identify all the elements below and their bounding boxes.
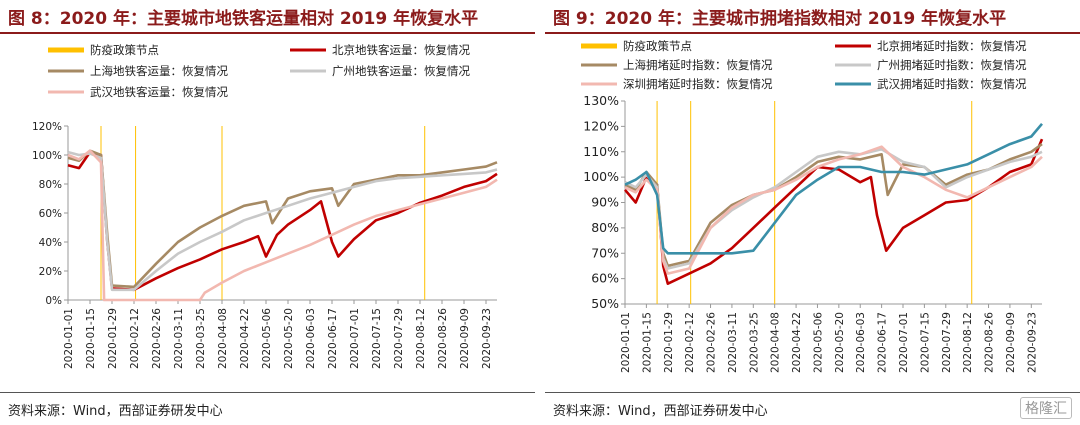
legend-item-series-4: 武汉地铁客运量：恢复情况 xyxy=(48,85,228,99)
legend-label: 广州拥堵延时指数：恢复情况 xyxy=(877,58,1027,72)
legend-item-series-2: 上海拥堵延时指数：恢复情况 xyxy=(581,58,773,72)
x-tick-label: 2020-01-15 xyxy=(641,312,653,373)
x-tick-label: 2020-05-20 xyxy=(834,312,846,373)
x-tick-label: 2020-07-29 xyxy=(941,312,953,373)
y-tick-label: 0% xyxy=(45,295,62,307)
y-tick-label: 40% xyxy=(39,237,62,249)
x-tick-label: 2020-02-12 xyxy=(129,308,141,369)
source-note: 资料来源：Wind，西部证券研发中心 xyxy=(553,404,768,419)
x-tick-label: 2020-09-09 xyxy=(1005,312,1017,373)
chart-panel-right: 图 9：2020 年：主要城市拥堵指数相对 2019 年恢复水平 防疫政策节点 北… xyxy=(545,0,1080,425)
x-tick-label: 2020-04-08 xyxy=(217,308,229,369)
y-tick-label: 90% xyxy=(591,195,619,210)
title-divider xyxy=(0,32,535,34)
x-tick-label: 2020-08-26 xyxy=(437,308,449,369)
legend-item-series-4: 深圳拥堵延时指数：恢复情况 xyxy=(581,77,773,91)
y-tick-label: 70% xyxy=(591,245,619,260)
legend-item-policy: 防疫政策节点 xyxy=(581,39,692,53)
x-tick-label: 2020-05-06 xyxy=(812,312,824,373)
x-tick-label: 2020-06-03 xyxy=(305,308,317,369)
y-tick-label: 120% xyxy=(32,121,62,133)
x-tick-label: 2020-05-06 xyxy=(261,308,273,369)
x-tick-label: 2020-03-25 xyxy=(195,308,207,369)
x-tick-label: 2020-08-12 xyxy=(415,308,427,369)
x-tick-label: 2020-01-29 xyxy=(107,308,119,369)
legend-label: 武汉拥堵延时指数：恢复情况 xyxy=(877,77,1027,91)
series-line-3 xyxy=(67,149,498,302)
x-tick-label: 2020-07-15 xyxy=(371,308,383,369)
x-tick-label: 2020-04-22 xyxy=(239,308,251,369)
x-tick-label: 2020-09-23 xyxy=(1026,312,1038,373)
y-tick-label: 110% xyxy=(583,144,619,159)
legend-label: 广州地铁客运量：恢复情况 xyxy=(332,64,470,78)
legend-label: 防疫政策节点 xyxy=(623,39,692,53)
x-tick-label: 2020-02-12 xyxy=(684,312,696,373)
x-tick-label: 2020-07-01 xyxy=(898,312,910,373)
x-tick-label: 2020-03-11 xyxy=(727,312,739,373)
x-tick-label: 2020-01-15 xyxy=(85,308,97,369)
chart-title: 图 8：2020 年：主要城市地铁客运量相对 2019 年恢复水平 xyxy=(8,9,479,29)
x-tick-label: 2020-07-01 xyxy=(349,308,361,369)
y-tick-label: 20% xyxy=(39,266,62,278)
source-note: 资料来源：Wind，西部证券研发中心 xyxy=(8,404,223,419)
legend-label: 防疫政策节点 xyxy=(90,43,159,57)
y-tick-label: 100% xyxy=(32,150,62,162)
footer-divider xyxy=(0,392,535,393)
y-tick-label: 80% xyxy=(591,220,619,235)
x-tick-label: 2020-08-26 xyxy=(984,312,996,373)
legend-item-series-5: 武汉拥堵延时指数：恢复情况 xyxy=(835,77,1027,91)
y-tick-label: 130% xyxy=(583,93,619,108)
y-tick-label: 120% xyxy=(583,118,619,133)
legend-label: 北京拥堵延时指数：恢复情况 xyxy=(877,39,1027,53)
y-tick-label: 60% xyxy=(591,271,619,286)
x-tick-label: 2020-06-17 xyxy=(877,312,889,373)
title-divider xyxy=(545,32,1080,34)
y-tick-label: 60% xyxy=(39,208,62,220)
x-tick-label: 2020-04-22 xyxy=(791,312,803,373)
legend-item-series-3: 广州拥堵延时指数：恢复情况 xyxy=(835,58,1027,72)
x-tick-label: 2020-02-26 xyxy=(151,308,163,369)
x-tick-label: 2020-06-03 xyxy=(855,312,867,373)
x-tick-label: 2020-07-29 xyxy=(393,308,405,369)
legend-item-series-3: 广州地铁客运量：恢复情况 xyxy=(290,64,470,78)
x-tick-label: 2020-01-01 xyxy=(620,312,632,373)
chart-panel-left: 图 8：2020 年：主要城市地铁客运量相对 2019 年恢复水平 防疫政策节点… xyxy=(0,0,535,425)
x-tick-label: 2020-07-15 xyxy=(919,312,931,373)
series-line-3 xyxy=(624,145,1043,275)
x-tick-label: 2020-03-11 xyxy=(173,308,185,369)
y-tick-label: 100% xyxy=(583,169,619,184)
legend-item-policy: 防疫政策节点 xyxy=(48,43,159,57)
x-tick-label: 2020-09-09 xyxy=(459,308,471,369)
x-tick-label: 2020-09-23 xyxy=(481,308,493,369)
x-tick-label: 2020-08-12 xyxy=(962,312,974,373)
legend-label: 上海地铁客运量：恢复情况 xyxy=(90,64,228,78)
x-tick-label: 2020-02-26 xyxy=(706,312,718,373)
series-line-0 xyxy=(624,138,1044,285)
x-tick-label: 2020-06-17 xyxy=(327,308,339,369)
legend-item-series-1: 北京地铁客运量：恢复情况 xyxy=(290,43,470,57)
legend-item-series-2: 上海地铁客运量：恢复情况 xyxy=(48,64,228,78)
legend-item-series-1: 北京拥堵延时指数：恢复情况 xyxy=(835,39,1027,53)
series-line-4 xyxy=(624,122,1043,255)
x-tick-label: 2020-04-08 xyxy=(770,312,782,373)
x-tick-label: 2020-05-20 xyxy=(283,308,295,369)
series-line-1 xyxy=(67,149,498,289)
y-tick-label: 80% xyxy=(39,179,62,191)
x-tick-label: 2020-01-29 xyxy=(663,312,675,373)
legend-label: 上海拥堵延时指数：恢复情况 xyxy=(623,58,773,72)
footer-divider xyxy=(545,392,1080,393)
x-tick-label: 2020-01-01 xyxy=(63,308,75,369)
legend-label: 深圳拥堵延时指数：恢复情况 xyxy=(623,77,773,91)
legend-label: 北京地铁客运量：恢复情况 xyxy=(332,43,470,57)
series-line-2 xyxy=(624,147,1043,270)
x-tick-label: 2020-03-25 xyxy=(748,312,760,373)
y-tick-label: 50% xyxy=(591,296,619,311)
chart-title: 图 9：2020 年：主要城市拥堵指数相对 2019 年恢复水平 xyxy=(553,9,1007,29)
watermark-logo: 格隆汇 xyxy=(1020,397,1072,419)
legend-label: 武汉地铁客运量：恢复情况 xyxy=(90,85,228,99)
series-line-2 xyxy=(67,150,498,292)
